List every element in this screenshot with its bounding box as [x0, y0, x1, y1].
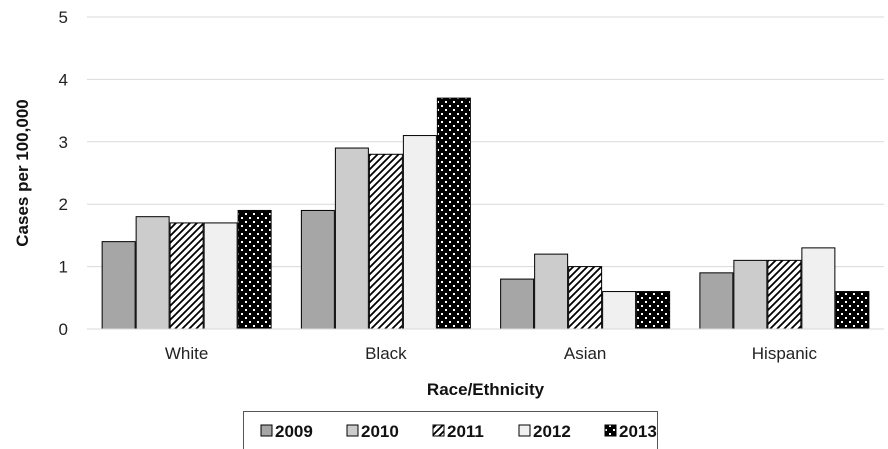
bar-asian-2011: [568, 266, 603, 330]
bar-white-2011: [169, 222, 204, 330]
bar-asian-2010: [534, 253, 569, 330]
x-tick-label: Black: [365, 344, 407, 363]
y-tick-label: 0: [59, 320, 68, 339]
bars: [101, 97, 870, 330]
legend-label-2012: 2012: [533, 422, 571, 441]
bar-black-2011: [368, 153, 403, 330]
bar-hispanic-2011: [767, 259, 802, 330]
bar-hispanic-2009: [699, 272, 734, 330]
y-tick-label: 1: [59, 258, 68, 277]
y-tick-label: 5: [59, 8, 68, 27]
bar-white-2012: [203, 222, 238, 330]
bar-white-2013: [237, 209, 272, 330]
legend-box: [243, 411, 658, 449]
bar-white-2010: [135, 216, 170, 330]
bar-black-2012: [402, 135, 437, 330]
x-tick-label: White: [165, 344, 208, 363]
bar-hispanic-2013: [835, 291, 870, 330]
bar-hispanic-2012: [801, 247, 836, 330]
bar-asian-2009: [500, 278, 535, 330]
y-axis-title: Cases per 100,000: [13, 99, 32, 246]
bar-white-2009: [101, 241, 136, 330]
bar-hispanic-2010: [733, 259, 768, 330]
x-tick-label: Asian: [564, 344, 607, 363]
legend-label-2013: 2013: [619, 422, 657, 441]
y-axis-ticks: 0 1 2 3 4 5: [59, 8, 68, 339]
bar-asian-2012: [602, 291, 637, 330]
y-tick-label: 2: [59, 195, 68, 214]
legend-swatch-2009: [260, 424, 273, 437]
x-axis-ticks: White Black Asian Hispanic: [165, 344, 818, 363]
legend-label-2010: 2010: [361, 422, 399, 441]
y-tick-label: 4: [59, 70, 68, 89]
legend-swatch-2013: [604, 424, 617, 437]
legend-swatch-2011: [432, 424, 445, 437]
bar-black-2010: [334, 147, 369, 330]
x-axis-title: Race/Ethnicity: [427, 380, 545, 399]
legend: 2009 2010 2011 2012 2013: [243, 411, 658, 449]
legend-swatch-2010: [346, 424, 359, 437]
legend-label-2011: 2011: [447, 422, 484, 441]
legend-label-2009: 2009: [275, 422, 313, 441]
bar-asian-2013: [636, 291, 671, 330]
bar-black-2013: [436, 97, 471, 330]
y-tick-label: 3: [59, 133, 68, 152]
legend-swatch-2012: [518, 424, 531, 437]
x-tick-label: Hispanic: [752, 344, 818, 363]
bar-black-2009: [300, 209, 335, 330]
